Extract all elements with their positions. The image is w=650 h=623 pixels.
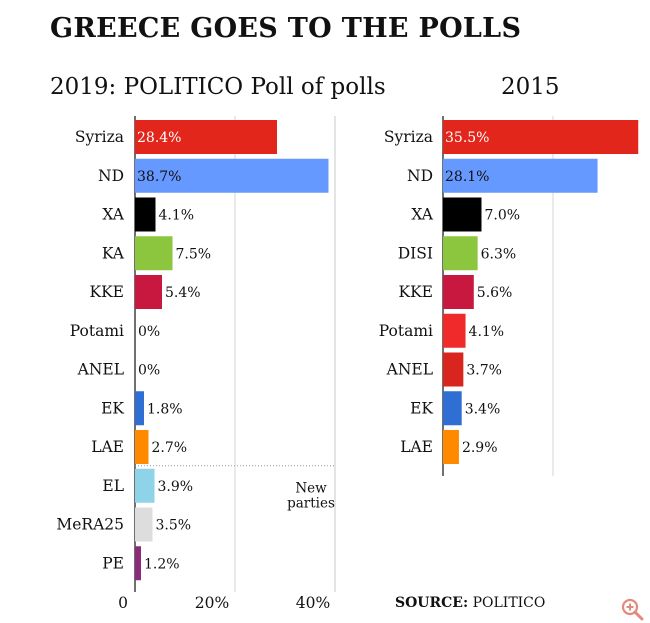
category-label: LAE xyxy=(400,438,433,456)
bar-kke xyxy=(135,275,162,309)
bar-syriza xyxy=(443,120,639,154)
zoom-in-icon[interactable] xyxy=(619,596,645,622)
data-label: 4.1% xyxy=(159,208,195,224)
bar-pe xyxy=(135,546,141,581)
category-label: XA xyxy=(411,206,433,224)
category-label: ND xyxy=(407,167,433,185)
data-label: 1.2% xyxy=(144,556,180,572)
data-label: 0% xyxy=(138,363,160,379)
x-tick-label: 40% xyxy=(296,594,330,612)
category-label: EL xyxy=(102,477,124,495)
data-label: 5.4% xyxy=(165,285,201,301)
category-label: ANEL xyxy=(77,361,124,379)
bar-lae xyxy=(135,430,149,464)
bar-disi xyxy=(443,236,478,271)
category-label: KA xyxy=(102,244,125,262)
data-label: 35.5% xyxy=(445,130,489,146)
data-label: 3.9% xyxy=(158,479,194,495)
bar-nd xyxy=(135,158,329,193)
bar-ek xyxy=(135,391,144,426)
chart-title-2015: 2015 xyxy=(501,74,560,100)
category-label: EK xyxy=(410,399,433,417)
bar-anel xyxy=(443,352,464,387)
category-label: Syriza xyxy=(75,128,124,146)
category-label: LAE xyxy=(91,438,124,456)
bar-potami xyxy=(443,313,466,348)
category-label: PE xyxy=(102,554,124,572)
main-title: GREECE GOES TO THE POLLS xyxy=(50,13,522,44)
data-label: 3.5% xyxy=(156,518,192,534)
category-label: XA xyxy=(102,206,124,224)
chart-title-2019: 2019: POLITICO Poll of polls xyxy=(50,74,386,100)
data-label: 28.1% xyxy=(445,169,489,185)
x-tick-label: 0 xyxy=(118,594,128,612)
bar-kke xyxy=(443,275,474,309)
category-label: DISI xyxy=(398,244,433,262)
category-label: Syriza xyxy=(384,128,433,146)
bar-syriza xyxy=(135,120,277,154)
category-label: KKE xyxy=(90,283,124,301)
data-label: 4.1% xyxy=(469,324,505,340)
source-value: POLITICO xyxy=(472,595,546,611)
bar-ka xyxy=(135,236,173,271)
bar-mera25 xyxy=(135,507,153,542)
category-label: MeRA25 xyxy=(56,516,124,534)
data-label: 2.7% xyxy=(152,440,188,456)
bar-xa xyxy=(135,197,156,232)
x-tick-label: 20% xyxy=(195,594,229,612)
data-label: 3.7% xyxy=(466,363,502,379)
bar-ek xyxy=(443,391,462,426)
data-label: 2.9% xyxy=(462,440,498,456)
data-label: 1.8% xyxy=(147,401,183,417)
data-label: 0% xyxy=(138,324,160,340)
category-label: ND xyxy=(98,167,124,185)
bar-nd xyxy=(443,158,598,193)
category-label: Potami xyxy=(70,322,124,340)
bar-el xyxy=(135,468,155,503)
data-label: 7.5% xyxy=(176,246,212,262)
new-parties-annotation: New xyxy=(295,481,327,497)
category-label: Potami xyxy=(379,322,433,340)
bar-xa xyxy=(443,197,482,232)
category-label: ANEL xyxy=(386,361,433,379)
data-label: 5.6% xyxy=(477,285,513,301)
data-label: 28.4% xyxy=(137,130,181,146)
new-parties-annotation: parties xyxy=(287,496,335,512)
source-label: SOURCE: xyxy=(395,595,469,611)
data-label: 7.0% xyxy=(485,208,521,224)
category-label: KKE xyxy=(399,283,433,301)
data-label: 38.7% xyxy=(137,169,181,185)
data-label: 3.4% xyxy=(465,401,501,417)
bar-lae xyxy=(443,430,459,464)
source-note: SOURCE: POLITICO xyxy=(395,595,545,611)
data-label: 6.3% xyxy=(481,246,517,262)
category-label: EK xyxy=(101,399,124,417)
